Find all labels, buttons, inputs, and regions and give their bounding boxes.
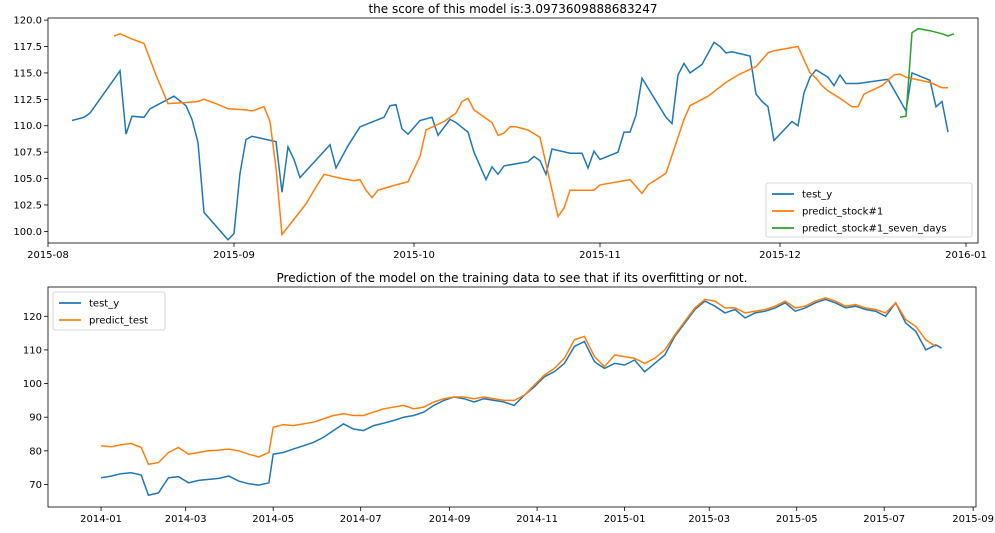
legend-label: predict_stock#1_seven_days (802, 224, 947, 235)
y-tick-label: 120.0 (13, 16, 42, 27)
x-tick-label: 2014-05 (252, 514, 294, 525)
series-line-predict_stock#1 (113, 32, 948, 237)
x-tick-label: 2014-07 (340, 514, 382, 525)
legend-label: test_y (89, 299, 119, 310)
x-tick-label: 2014-01 (80, 514, 122, 525)
chart-title: Prediction of the model on the training … (277, 271, 748, 285)
y-tick-label: 115.0 (13, 68, 42, 79)
x-tick-label: 2015-07 (863, 514, 905, 525)
legend-label: predict_stock#1 (802, 207, 883, 218)
x-tick-label: 2016-01 (945, 250, 987, 261)
x-tick-label: 2015-10 (393, 250, 435, 261)
axes-frame (47, 17, 979, 244)
y-tick-label: 80 (29, 446, 42, 457)
x-tick-label: 2014-03 (165, 514, 207, 525)
chart-1: the score of this model is:3.09736098886… (13, 2, 987, 261)
y-tick-label: 110.0 (13, 121, 42, 132)
x-tick-label: 2015-08 (27, 250, 69, 261)
x-tick-label: 2015-03 (688, 514, 730, 525)
series-line-test_y (71, 41, 949, 241)
y-tick-label: 100 (23, 379, 42, 390)
x-tick-label: 2015-09 (213, 250, 255, 261)
y-tick-label: 100.0 (13, 227, 42, 238)
x-tick-label: 2014-09 (429, 514, 471, 525)
x-tick-label: 2015-12 (759, 250, 801, 261)
x-tick-label: 2014-11 (516, 514, 558, 525)
series-line-test_y (100, 298, 942, 497)
chart-title: the score of this model is:3.09736098886… (368, 2, 657, 16)
x-tick-label: 2015-01 (604, 514, 646, 525)
legend: test_y predict_stock#1 predict_stock#1_sev… (765, 182, 973, 238)
y-tick-label: 110 (23, 345, 42, 356)
y-tick-label: 105.0 (13, 174, 42, 185)
legend-label: test_y (802, 190, 832, 201)
x-tick-label: 2015-09 (952, 514, 994, 525)
y-tick-label: 112.5 (13, 95, 42, 106)
y-tick-label: 70 (29, 480, 42, 491)
legend: test_y predict_test (52, 291, 166, 331)
legend-label: predict_test (89, 316, 148, 327)
axes-frame (47, 286, 977, 508)
x-tick-label: 2015-05 (776, 514, 818, 525)
y-tick-label: 102.5 (13, 200, 42, 211)
y-tick-label: 90 (29, 413, 42, 424)
chart-2: Prediction of the model on the training … (23, 271, 994, 525)
series-line-predict_test (101, 297, 937, 466)
series-line-predict_stock#1_seven_days (899, 27, 955, 119)
y-tick-label: 107.5 (13, 148, 42, 159)
x-tick-label: 2015-11 (579, 250, 621, 261)
y-tick-label: 117.5 (13, 42, 42, 53)
y-tick-label: 120 (23, 312, 42, 323)
legend-box (765, 182, 973, 238)
